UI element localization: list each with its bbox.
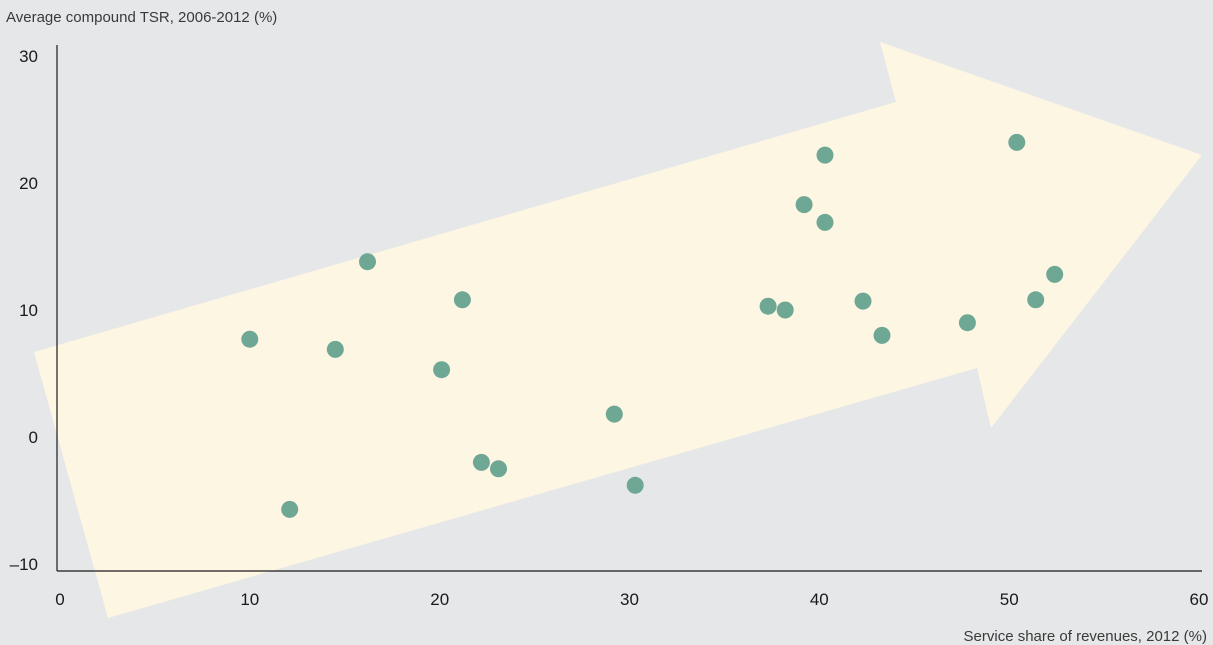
y-tick-label: –10	[10, 555, 38, 574]
data-point	[605, 405, 623, 423]
y-tick-labels: 30 20 10 0 –10	[10, 47, 38, 574]
data-point	[281, 500, 299, 518]
data-point	[795, 196, 813, 214]
data-point	[1008, 133, 1026, 151]
x-tick-label: 30	[620, 590, 639, 609]
data-point	[1046, 265, 1064, 283]
data-point	[816, 213, 834, 231]
y-tick-label: 30	[19, 47, 38, 66]
data-point	[854, 292, 872, 310]
y-tick-label: 0	[29, 428, 38, 447]
data-point	[759, 297, 777, 315]
data-points	[241, 133, 1064, 518]
data-point	[326, 340, 344, 358]
x-tick-label: 20	[430, 590, 449, 609]
data-point	[958, 314, 976, 332]
data-point	[453, 291, 471, 309]
data-point	[472, 453, 490, 471]
trend-arrow	[34, 42, 1202, 618]
x-tick-label: 40	[810, 590, 829, 609]
data-point	[816, 146, 834, 164]
data-point	[241, 330, 259, 348]
data-point	[490, 460, 507, 478]
y-axis-title: Average compound TSR, 2006-2012 (%)	[6, 9, 277, 26]
x-tick-labels: 0 10 20 30 40 50 60	[55, 590, 1208, 609]
x-tick-label: 50	[1000, 590, 1019, 609]
data-point	[1027, 291, 1045, 309]
data-point	[359, 253, 376, 271]
y-tick-label: 10	[19, 301, 38, 320]
data-point	[776, 301, 794, 319]
data-point	[873, 326, 891, 344]
data-point	[433, 361, 451, 379]
x-tick-label: 60	[1190, 590, 1209, 609]
data-point	[626, 476, 644, 494]
x-axis-title: Service share of revenues, 2012 (%)	[964, 628, 1207, 645]
x-tick-label: 0	[55, 590, 64, 609]
x-tick-label: 10	[240, 590, 259, 609]
y-tick-label: 20	[19, 174, 38, 193]
